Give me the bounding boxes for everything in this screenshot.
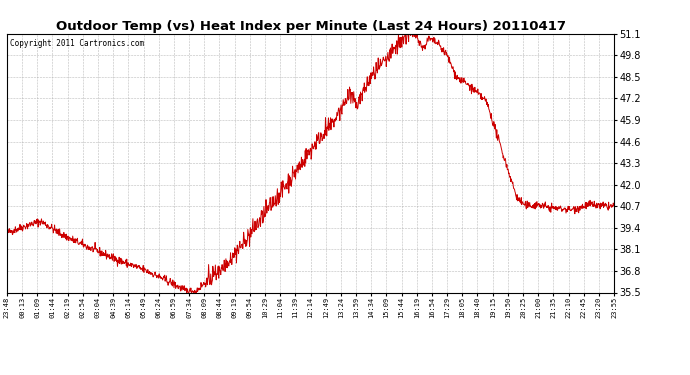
Text: Copyright 2011 Cartronics.com: Copyright 2011 Cartronics.com [10,39,144,48]
Title: Outdoor Temp (vs) Heat Index per Minute (Last 24 Hours) 20110417: Outdoor Temp (vs) Heat Index per Minute … [55,20,566,33]
